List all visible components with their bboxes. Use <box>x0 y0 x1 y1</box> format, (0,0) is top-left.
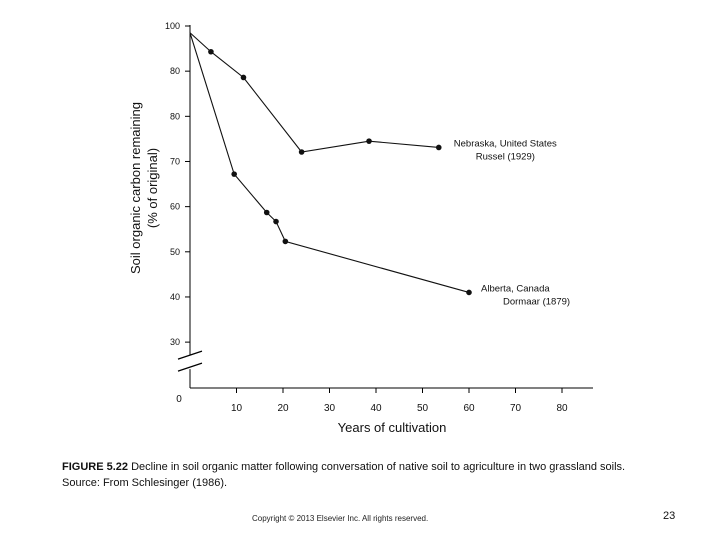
series-line <box>189 32 470 293</box>
data-point <box>466 289 472 296</box>
x-tick-label: 40 <box>370 403 382 414</box>
page-number: 23 <box>663 510 676 522</box>
series-line <box>189 32 439 153</box>
x-tick-label: 30 <box>324 403 336 414</box>
chart-labels: Years of cultivation Soil organic carbon … <box>128 102 570 435</box>
y-tick-label: 40 <box>170 292 180 302</box>
copyright-footer: Copyright © 2013 Elsevier Inc. All right… <box>252 514 429 523</box>
chart-axes <box>177 25 593 389</box>
x-axis-title: Years of cultivation <box>338 420 447 435</box>
y-tick-label: 100 <box>165 21 180 31</box>
y-axis-title: Soil organic carbon remaining <box>128 102 143 274</box>
x-tick-label: 80 <box>556 403 568 414</box>
series-label: Alberta, Canada <box>481 283 550 294</box>
x-tick-label: 50 <box>417 403 429 414</box>
y-tick-label: 60 <box>170 202 180 212</box>
data-point <box>263 209 270 216</box>
y-tick-label: 30 <box>170 337 180 347</box>
series-label: Dormaar (1879) <box>503 296 570 307</box>
x-tick-label: 60 <box>463 403 475 414</box>
caption-text: Decline in soil organic matter following… <box>62 461 626 489</box>
data-point <box>208 48 214 55</box>
x-tick-label: 20 <box>277 403 289 414</box>
chart-series <box>189 32 472 296</box>
series-label: Russel (1929) <box>476 151 535 162</box>
y-tick-label: 50 <box>170 247 180 257</box>
chart-ticks: 30 40 50 60 70 80 80 100 10 20 30 40 50 60 70 80 0 <box>165 21 568 414</box>
x-tick-label: 70 <box>510 403 522 414</box>
data-point <box>273 218 279 225</box>
figure-caption: FIGURE 5.22 Decline in soil organic matt… <box>62 459 662 491</box>
y-axis-title-line2: (% of original) <box>145 148 160 228</box>
x-origin-label: 0 <box>176 394 182 405</box>
axis-break-mark <box>177 350 203 360</box>
data-point <box>298 149 305 155</box>
data-point <box>282 238 289 245</box>
x-tick-label: 10 <box>231 403 243 414</box>
series-label: Nebraska, United States <box>454 138 557 149</box>
data-point <box>240 74 247 81</box>
figure-label: FIGURE 5.22 <box>62 461 129 473</box>
axis-break-mark <box>177 362 203 372</box>
y-tick-label: 70 <box>170 156 180 166</box>
y-tick-label: 80 <box>170 111 180 121</box>
data-point <box>435 144 442 151</box>
data-point <box>366 138 372 144</box>
chart: 30 40 50 60 70 80 80 100 10 20 30 40 50 60 70 80 0 Years… <box>128 21 593 435</box>
data-point <box>231 171 237 177</box>
y-tick-label: 80 <box>170 66 180 76</box>
